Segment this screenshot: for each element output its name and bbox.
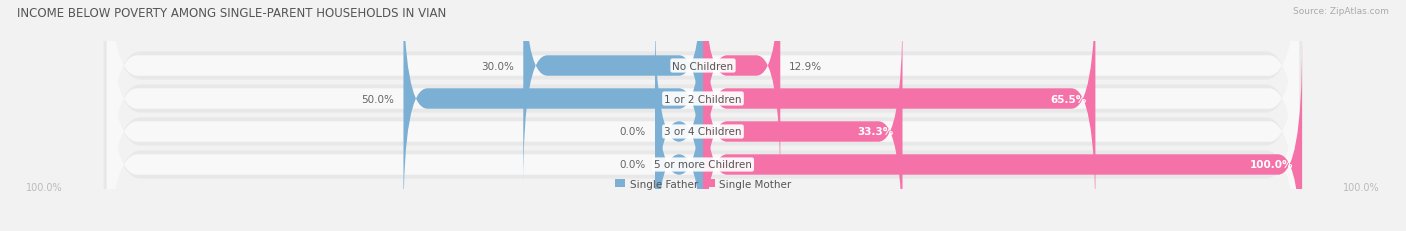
FancyBboxPatch shape — [404, 0, 703, 220]
FancyBboxPatch shape — [104, 0, 1302, 231]
Text: 100.0%: 100.0% — [27, 182, 63, 192]
Text: 12.9%: 12.9% — [789, 61, 823, 71]
Text: 100.0%: 100.0% — [1250, 160, 1294, 170]
Text: No Children: No Children — [672, 61, 734, 71]
FancyBboxPatch shape — [107, 0, 1299, 231]
Text: 33.3%: 33.3% — [858, 127, 893, 137]
Text: 5 or more Children: 5 or more Children — [654, 160, 752, 170]
FancyBboxPatch shape — [107, 0, 1299, 231]
Legend: Single Father, Single Mother: Single Father, Single Mother — [610, 175, 796, 193]
FancyBboxPatch shape — [655, 11, 703, 231]
Text: 65.5%: 65.5% — [1050, 94, 1087, 104]
FancyBboxPatch shape — [523, 0, 703, 187]
Text: 3 or 4 Children: 3 or 4 Children — [664, 127, 742, 137]
Text: 100.0%: 100.0% — [1343, 182, 1379, 192]
FancyBboxPatch shape — [703, 44, 1302, 231]
Text: 0.0%: 0.0% — [620, 127, 647, 137]
FancyBboxPatch shape — [104, 0, 1302, 231]
FancyBboxPatch shape — [703, 0, 780, 187]
Text: INCOME BELOW POVERTY AMONG SINGLE-PARENT HOUSEHOLDS IN VIAN: INCOME BELOW POVERTY AMONG SINGLE-PARENT… — [17, 7, 446, 20]
FancyBboxPatch shape — [703, 11, 903, 231]
FancyBboxPatch shape — [107, 0, 1299, 220]
FancyBboxPatch shape — [703, 0, 1095, 220]
FancyBboxPatch shape — [104, 0, 1302, 231]
Text: 30.0%: 30.0% — [481, 61, 515, 71]
Text: Source: ZipAtlas.com: Source: ZipAtlas.com — [1294, 7, 1389, 16]
FancyBboxPatch shape — [107, 11, 1299, 231]
Text: 0.0%: 0.0% — [620, 160, 647, 170]
Text: 1 or 2 Children: 1 or 2 Children — [664, 94, 742, 104]
FancyBboxPatch shape — [655, 44, 703, 231]
FancyBboxPatch shape — [104, 0, 1302, 231]
Text: 50.0%: 50.0% — [361, 94, 395, 104]
